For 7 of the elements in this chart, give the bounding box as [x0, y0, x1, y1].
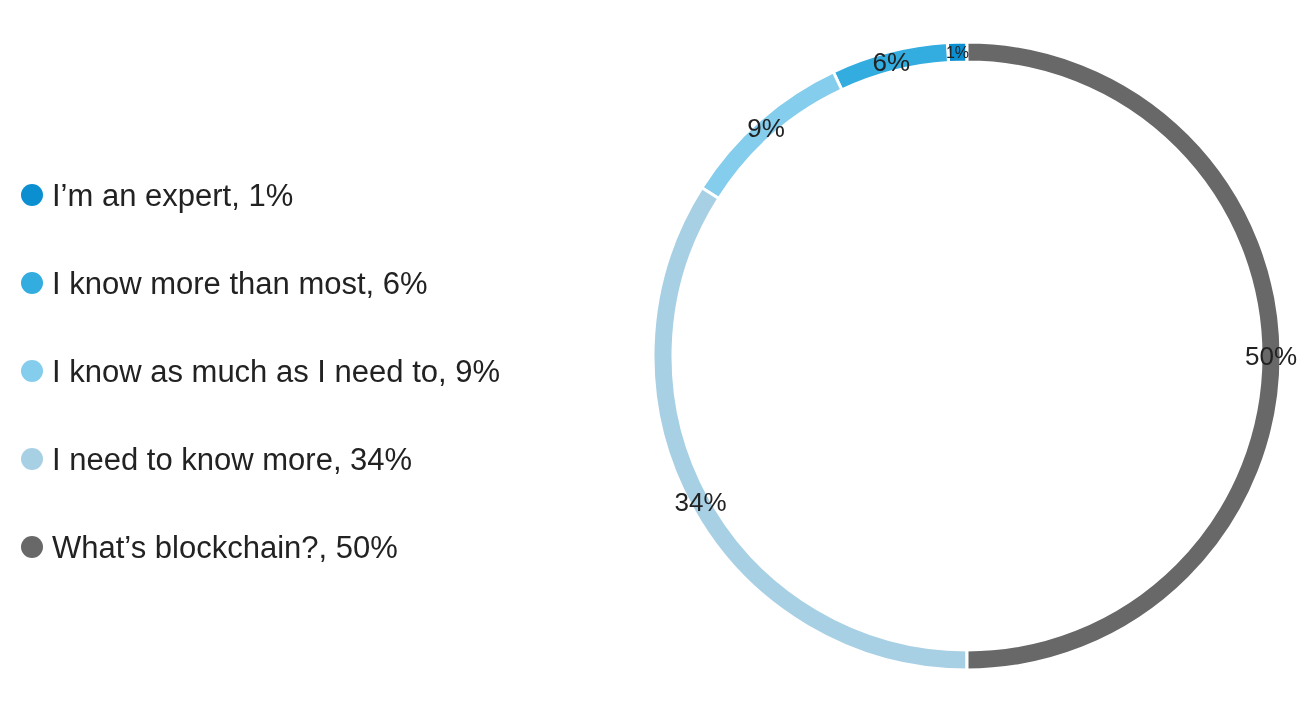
legend-label: I’m an expert, 1%: [52, 177, 294, 213]
legend-label: I know more than most, 6%: [52, 265, 428, 301]
data-label: 6%: [872, 46, 911, 77]
legend-label: What’s blockchain?, 50%: [52, 529, 398, 565]
legend-label: I need to know more, 34%: [52, 441, 413, 477]
legend-label: I know as much as I need to, 9%: [52, 353, 501, 389]
data-label: 34%: [674, 487, 727, 518]
